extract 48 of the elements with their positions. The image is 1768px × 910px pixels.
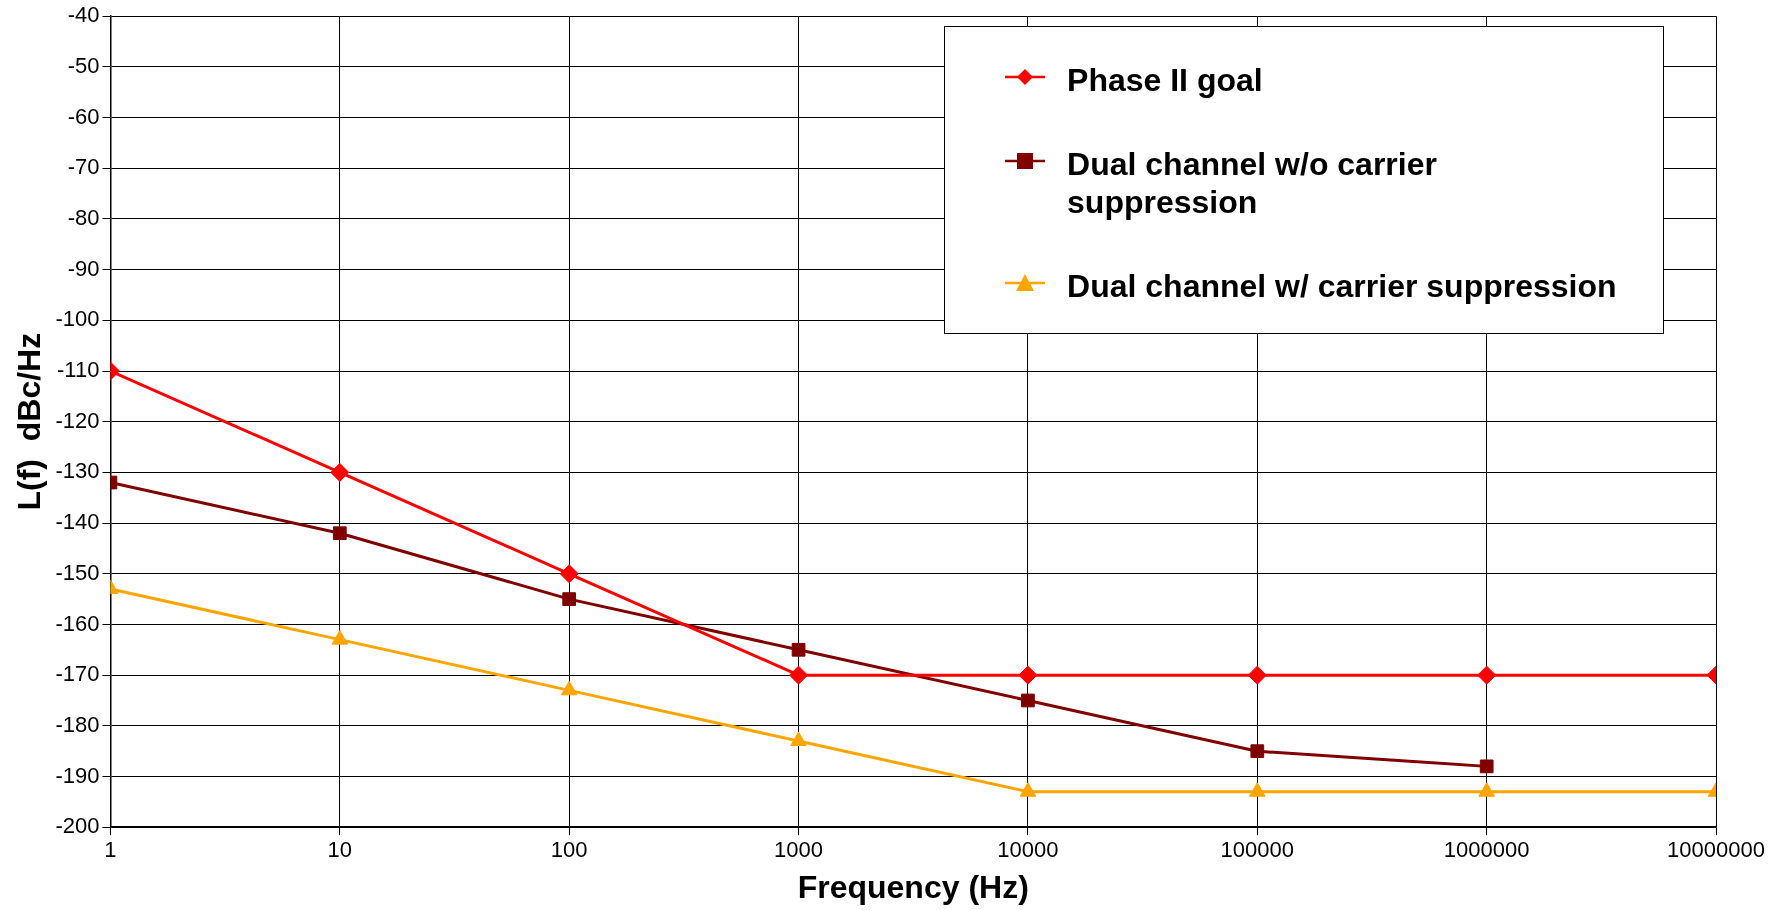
- point: [789, 665, 809, 685]
- y-tick-label: -130: [55, 458, 100, 484]
- y-tick-label: -80: [67, 205, 100, 231]
- point: [790, 731, 807, 747]
- point: [562, 592, 577, 606]
- y-tick-label: -70: [67, 154, 100, 180]
- point: [1249, 782, 1266, 797]
- y-tick-label: -180: [55, 711, 100, 737]
- x-tick-label: 1000: [774, 837, 824, 863]
- y-tick-label: -90: [67, 255, 100, 281]
- x-tick-label: 100000: [1220, 837, 1295, 863]
- y-tick-label: -60: [67, 103, 100, 129]
- point: [1478, 782, 1495, 797]
- point: [1479, 759, 1494, 774]
- point: [559, 564, 579, 584]
- y-tick-label: -190: [55, 762, 100, 788]
- y-tick-label: -200: [55, 813, 100, 839]
- point: [1019, 782, 1037, 797]
- legend-label: Phase II goal: [1067, 61, 1264, 100]
- point: [560, 680, 578, 696]
- point: [330, 462, 350, 482]
- y-tick-label: -100: [55, 306, 100, 332]
- point: [1021, 693, 1035, 708]
- y-tick-label: -170: [55, 661, 100, 687]
- y-tick-label: -150: [55, 559, 100, 585]
- x-tick-label: 10000000: [1667, 837, 1765, 863]
- point: [1477, 665, 1497, 685]
- point: [331, 630, 349, 645]
- x-tick-label: 10: [327, 837, 353, 863]
- point: [791, 642, 806, 657]
- point: [1247, 665, 1267, 685]
- x-tick-label: 10000: [997, 837, 1059, 863]
- y-tick-label: -160: [55, 610, 100, 636]
- legend-label: Dual channel w/ carrier suppression: [1067, 267, 1618, 306]
- y-tick-label: -140: [55, 509, 100, 535]
- point: [1250, 744, 1265, 759]
- point: [332, 526, 347, 541]
- point: [1018, 665, 1038, 685]
- legend-label: Dual channel w/o carrier suppression: [1067, 145, 1438, 222]
- x-tick-label: 100: [550, 837, 588, 863]
- y-tick-label: -50: [67, 52, 100, 78]
- x-tick-label: 1000000: [1443, 837, 1530, 863]
- x-axis-title: Frequency (Hz): [797, 868, 1029, 905]
- y-tick-label: -40: [67, 2, 100, 28]
- y-tick-label: -110: [57, 357, 100, 383]
- y-axis-title: L(f) dBc/Hz: [11, 332, 48, 511]
- x-tick-label: 1: [104, 837, 117, 863]
- y-tick-label: -120: [55, 407, 100, 433]
